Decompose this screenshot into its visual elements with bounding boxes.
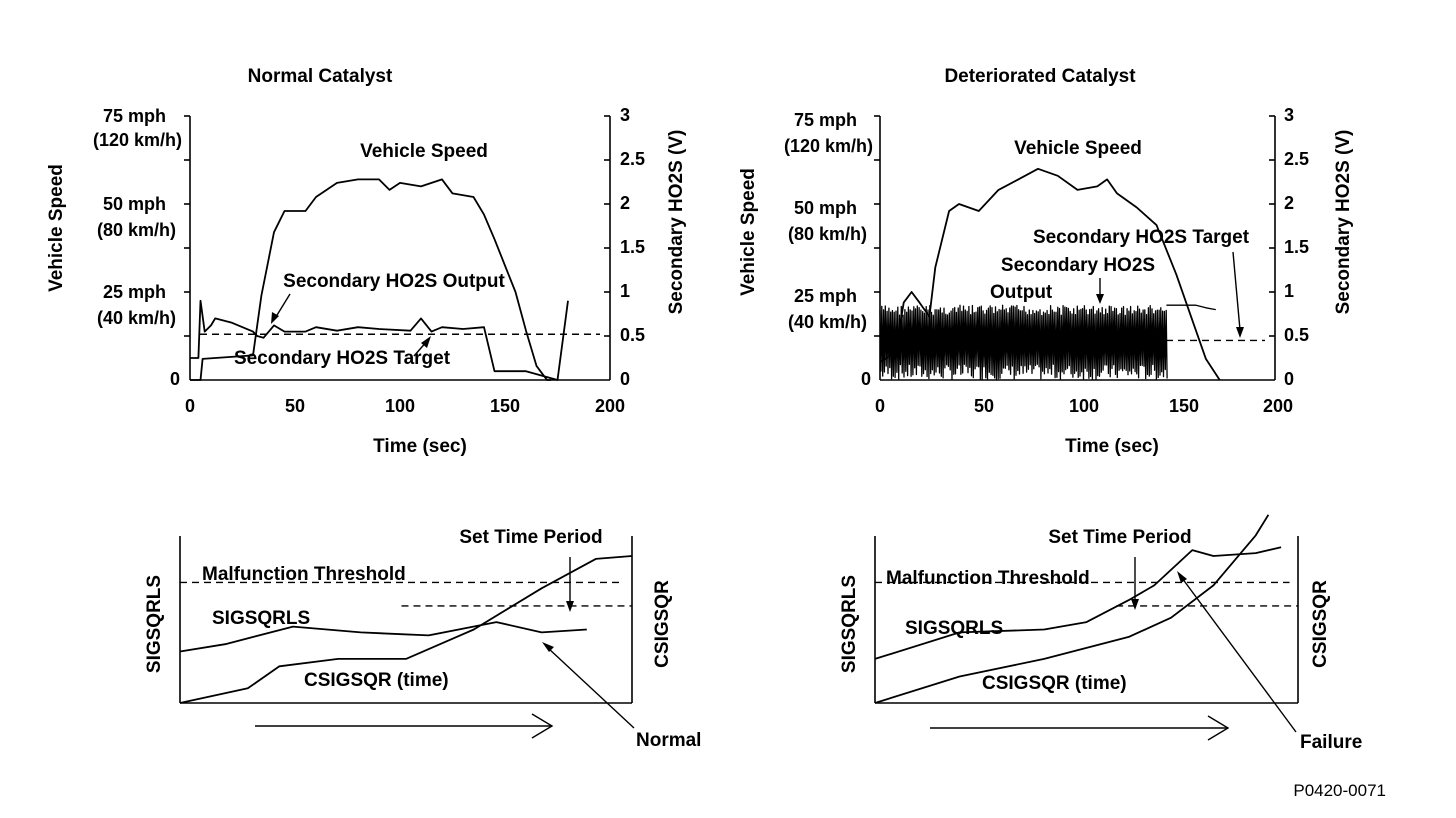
time-arrow	[255, 713, 554, 739]
y2-axis-title: Secondary HO2S (V)	[666, 130, 687, 315]
y-tick-label: 0	[861, 369, 871, 389]
y-tick-label: 75 mph	[103, 106, 166, 126]
vehicle-speed-curve	[190, 178, 552, 381]
y2-tick-label: 1	[620, 281, 630, 301]
chart-deteriorated-catalyst: Deteriorated Catalyst Vehicle Speed Seco…	[738, 66, 1354, 457]
annotation-malfunction-threshold: Malfunction Threshold	[202, 564, 406, 585]
ho2s-output-tail-curve	[1166, 304, 1216, 311]
y-tick-label: (120 km/h)	[784, 136, 873, 156]
y2-tick-label: 1.5	[620, 237, 645, 257]
y-axis-title: Vehicle Speed	[46, 164, 67, 292]
arrow	[271, 293, 291, 324]
chart-title: Normal Catalyst	[248, 66, 393, 87]
annotation-malfunction-threshold: Malfunction Threshold	[886, 568, 1090, 589]
x-axis-title: Time (sec)	[1065, 436, 1159, 457]
arrow	[566, 557, 574, 612]
chart-failure-sigsqr: SIGSQRLS CSIGSQR Set Time Period Malfunc…	[839, 514, 1362, 753]
vehicle-speed-curve	[879, 167, 1221, 381]
arrow	[1232, 251, 1244, 338]
y2-tick-label: 2	[1284, 193, 1294, 213]
x-tick-label: 0	[875, 396, 885, 416]
y2-tick-label: 1.5	[1284, 237, 1309, 257]
y2-axis-title: CSIGSQR	[652, 580, 673, 668]
y-tick-label: (120 km/h)	[93, 130, 182, 150]
y-axis-title: SIGSQRLS	[839, 575, 860, 673]
y2-axis-title: Secondary HO2S (V)	[1333, 130, 1354, 315]
arrow	[1131, 557, 1139, 610]
annotation-normal: Normal	[636, 730, 701, 751]
x-tick-label: 150	[1169, 396, 1199, 416]
arrow	[413, 336, 431, 357]
annotation-ho2s-output: Secondary HO2S	[1001, 255, 1155, 276]
annotation-sigsqrls: SIGSQRLS	[212, 608, 310, 629]
ho2s-output-curve	[879, 304, 1168, 381]
x-axis-title: Time (sec)	[373, 436, 467, 457]
arrow	[1096, 278, 1104, 304]
csigsqr-curve	[874, 514, 1270, 704]
annotation-ho2s-target: Secondary HO2S Target	[234, 348, 451, 369]
sigsqrls-curve	[874, 546, 1282, 660]
annotation-vehicle-speed: Vehicle Speed	[1014, 138, 1142, 159]
annotation-ho2s-output: Secondary HO2S Output	[283, 271, 505, 292]
arrow	[542, 642, 635, 729]
y-tick-label: (40 km/h)	[788, 312, 867, 332]
annotation-csigsqr: CSIGSQR (time)	[982, 673, 1127, 694]
y-axis-title: Vehicle Speed	[738, 168, 759, 296]
y2-tick-label: 3	[1284, 105, 1294, 125]
sigsqrls-curve	[179, 621, 587, 653]
y-axis-title: SIGSQRLS	[144, 575, 165, 673]
y-tick-label: 25 mph	[794, 286, 857, 306]
annotation-set-time-period: Set Time Period	[459, 527, 602, 548]
y2-axis-title: CSIGSQR	[1310, 580, 1331, 668]
chart-normal-sigsqr: SIGSQRLS CSIGSQR Set Time Period Malfunc…	[144, 527, 701, 751]
annotation-sigsqrls: SIGSQRLS	[905, 618, 1003, 639]
x-tick-label: 200	[595, 396, 625, 416]
x-tick-label: 100	[385, 396, 415, 416]
x-tick-label: 50	[285, 396, 305, 416]
x-tick-label: 150	[490, 396, 520, 416]
y2-tick-label: 0	[1284, 369, 1294, 389]
y2-tick-label: 0	[620, 369, 630, 389]
y2-tick-label: 3	[620, 105, 630, 125]
y-tick-label: 25 mph	[103, 282, 166, 302]
annotation-ho2s-target: Secondary HO2S Target	[1033, 227, 1250, 248]
csigsqr-curve	[179, 555, 633, 704]
annotation-csigsqr: CSIGSQR (time)	[304, 670, 449, 691]
y-tick-label: 50 mph	[794, 198, 857, 218]
tick-marks	[184, 115, 610, 337]
x-tick-label: 100	[1069, 396, 1099, 416]
arrow	[1177, 571, 1297, 733]
x-tick-label: 0	[185, 396, 195, 416]
y-tick-label: 75 mph	[794, 110, 857, 130]
y-tick-label: 0	[170, 369, 180, 389]
annotation-ho2s-output-line2: Output	[990, 282, 1053, 303]
x-tick-label: 50	[974, 396, 994, 416]
y2-tick-label: 0.5	[1284, 325, 1309, 345]
y-tick-label: (40 km/h)	[97, 308, 176, 328]
tick-marks	[874, 115, 1275, 337]
y2-tick-label: 2.5	[620, 149, 645, 169]
time-arrow	[930, 715, 1230, 741]
annotation-failure: Failure	[1300, 732, 1362, 753]
y2-tick-label: 1	[1284, 281, 1294, 301]
annotation-set-time-period: Set Time Period	[1048, 527, 1191, 548]
y2-tick-label: 2	[620, 193, 630, 213]
y-tick-label: (80 km/h)	[97, 220, 176, 240]
y-tick-label: (80 km/h)	[788, 224, 867, 244]
annotation-vehicle-speed: Vehicle Speed	[360, 141, 488, 162]
y2-tick-label: 0.5	[620, 325, 645, 345]
y2-tick-label: 2.5	[1284, 149, 1309, 169]
y-tick-label: 50 mph	[103, 194, 166, 214]
x-tick-label: 200	[1263, 396, 1293, 416]
ho2s-output-curve	[190, 299, 569, 381]
chart-normal-catalyst: Normal Catalyst Vehicle Speed Secondary …	[46, 66, 687, 457]
figure-code: P0420-0071	[1293, 781, 1386, 800]
chart-title: Deteriorated Catalyst	[944, 66, 1136, 87]
